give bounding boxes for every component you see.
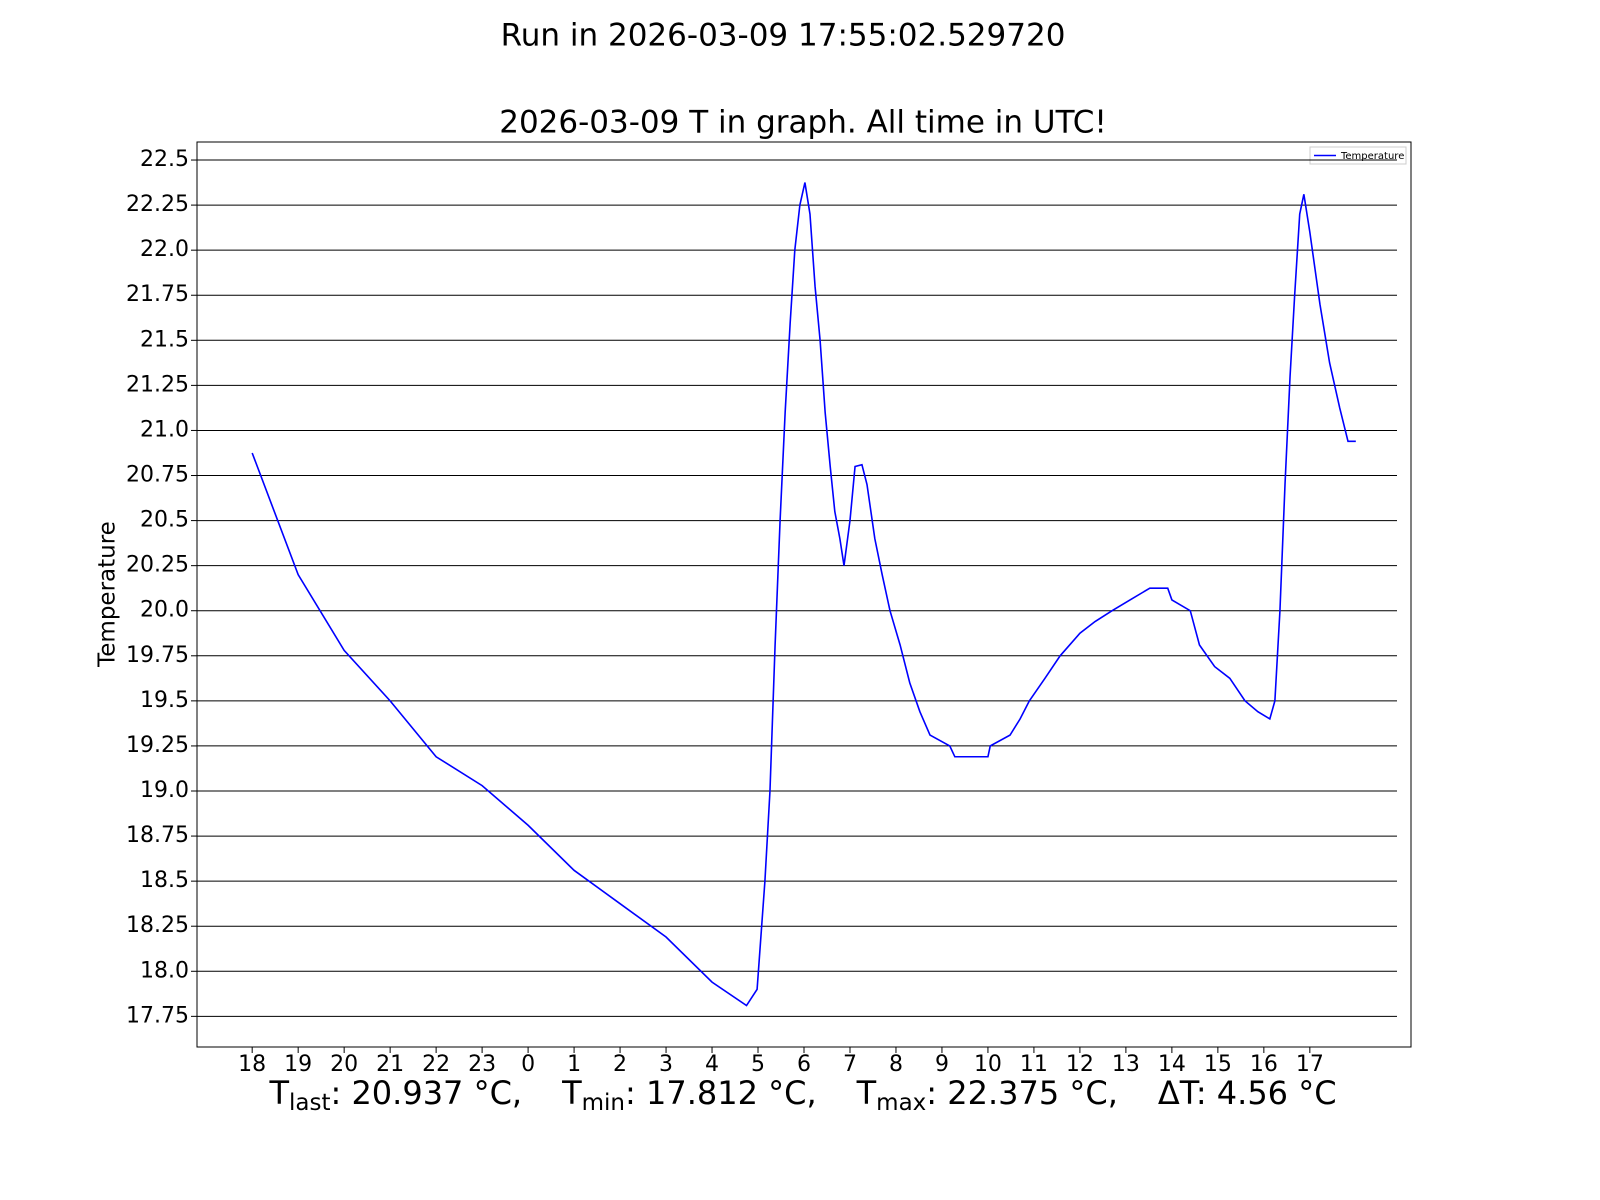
y-tick-label: 18.5 [140,868,189,893]
x-tick-label: 6 [797,1052,811,1077]
stats-line: Tlast: 20.937 °C, Tmin: 17.812 °C, Tmax: 2… [268,1074,1336,1116]
legend-label: Temperature [1340,151,1404,162]
x-tick-label: 19 [284,1052,312,1077]
x-tick-label: 22 [422,1052,450,1077]
x-tick-label: 18 [238,1052,266,1077]
stats-subscript: max [876,1090,926,1116]
x-tick-label: 15 [1204,1052,1232,1077]
data-line [251,182,1356,1007]
x-tick-label: 13 [1112,1052,1140,1077]
plot-frame [196,141,1412,1048]
x-tick-label: 0 [521,1052,535,1077]
stats-symbol: T [856,1074,877,1112]
y-tick-label: 18.75 [126,823,189,848]
y-tick-label: 20.5 [140,508,189,533]
x-tick-label: 20 [330,1052,358,1077]
chart-subtitle: 2026-03-09 T in graph. All time in UTC! [499,105,1107,141]
y-tick-label: 22.25 [126,192,189,217]
x-tick-label: 3 [659,1052,673,1077]
y-tick-label: 19.75 [126,643,189,668]
x-tick-label: 8 [889,1052,903,1077]
y-tick-label: 19.5 [140,688,189,713]
y-tick-label: 19.0 [140,778,189,803]
x-tick-label: 1 [567,1052,581,1077]
chart-title: Run in 2026-03-09 17:55:02.529720 [501,18,1066,54]
y-tick-label: 21.25 [126,372,189,397]
y-tick-label: 18.25 [126,913,189,938]
stats-subscript: last [289,1090,331,1116]
stats-symbol: T [561,1074,582,1112]
y-tick-label: 21.0 [140,417,189,442]
stats-text: : 22.375 °C, [926,1074,1118,1112]
stats-symbol: ΔT [1158,1074,1200,1112]
y-tick-label: 20.0 [140,598,189,623]
y-tick-label: 19.25 [126,733,189,758]
stats-text: : 17.812 °C, [625,1074,817,1112]
y-tick-label: 21.75 [126,282,189,307]
stats-text: : 20.937 °C, [330,1074,522,1112]
y-tick-label: 22.0 [140,237,189,262]
x-tick-label: 16 [1250,1052,1278,1077]
y-axis-label: Temperature [95,521,121,668]
x-tick-label: 5 [751,1052,765,1077]
x-tick-label: 14 [1158,1052,1186,1077]
legend: Temperature [1309,146,1407,165]
y-tick-label: 21.5 [140,327,189,352]
stats-subscript: min [582,1090,625,1116]
stats-text: : 4.56 °C [1196,1074,1337,1112]
y-tick-label: 18.0 [140,958,189,983]
y-tick-label: 17.75 [126,1003,189,1028]
x-tick-label: 2 [613,1052,627,1077]
x-tick-label: 9 [935,1052,949,1077]
y-tick-label: 20.25 [126,553,189,578]
y-tick-label: 20.75 [126,463,189,488]
x-tick-label: 7 [843,1052,857,1077]
x-tick-label: 10 [974,1052,1002,1077]
x-tick-label: 17 [1296,1052,1324,1077]
y-tick-label: 22.5 [140,147,189,172]
x-tick-label: 11 [1020,1052,1048,1077]
x-tick-label: 4 [705,1052,719,1077]
x-tick-label: 23 [468,1052,496,1077]
stats-symbol: T [268,1074,289,1112]
x-tick-label: 21 [376,1052,404,1077]
x-tick-label: 12 [1066,1052,1094,1077]
